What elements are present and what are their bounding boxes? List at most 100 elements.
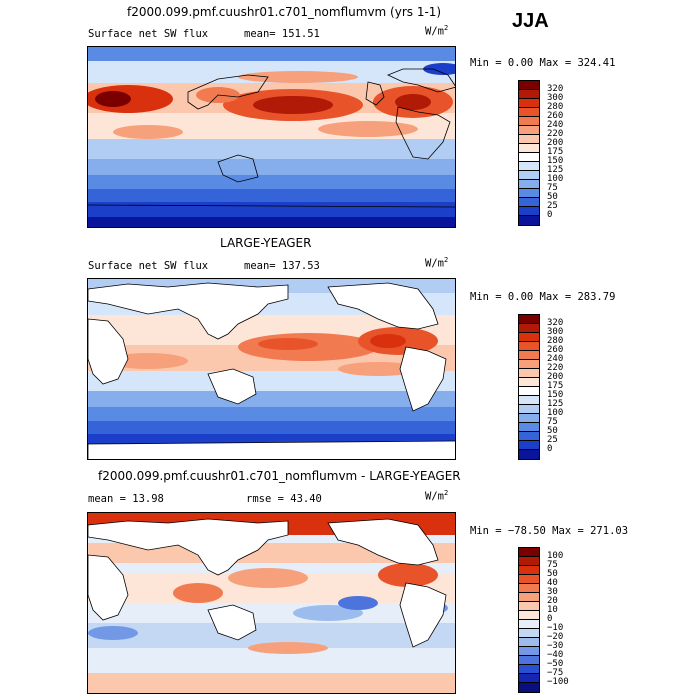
- panel3-map: [87, 512, 456, 694]
- panel3-colorbar-bin: [519, 566, 539, 575]
- panel1-colorbar-bin: [519, 81, 539, 90]
- panel3-colorbar-label: −10: [547, 623, 564, 633]
- panel1-colorbar-label: 280: [547, 102, 564, 112]
- panel3-colorbar-label: 50: [547, 569, 558, 579]
- panel2-colorbar-label: 260: [547, 345, 564, 355]
- panel1-colorbar-label: 0: [547, 210, 553, 220]
- panel2-colorbar-label: 320: [547, 318, 564, 328]
- panel3-colorbar-bin: [519, 602, 539, 611]
- panel3-colorbar-bin: [519, 557, 539, 566]
- panel1-field: [88, 47, 455, 227]
- panel2-colorbar-bin: [519, 342, 539, 351]
- panel1-minmax: Min = 0.00 Max = 324.41: [470, 57, 616, 69]
- panel2-map: [87, 278, 456, 460]
- panel3-colorbar-bin: [519, 665, 539, 674]
- panel1-colorbar-bin: [519, 117, 539, 126]
- panel2-colorbar-bin: [519, 441, 539, 450]
- panel3-title: f2000.099.pmf.cuushr01.c701_nomflumvm - …: [98, 469, 461, 483]
- panel3-colorbar-bin: [519, 674, 539, 683]
- panel1-colorbar-label: 125: [547, 165, 564, 175]
- panel1-colorbar-bin: [519, 126, 539, 135]
- panel1-colorbar-bin: [519, 108, 539, 117]
- panel1-colorbar-label: 150: [547, 156, 564, 166]
- panel1-colorbar-label: 220: [547, 129, 564, 139]
- panel3-colorbar-label: 100: [547, 551, 564, 561]
- panel1-map: [87, 46, 456, 228]
- panel2-minmax: Min = 0.00 Max = 283.79: [470, 291, 616, 303]
- panel3-colorbar-bin: [519, 620, 539, 629]
- panel3-colorbar-label: 75: [547, 560, 558, 570]
- panel2-variable: Surface net SW flux: [88, 260, 209, 272]
- panel2-colorbar-label: 100: [547, 408, 564, 418]
- panel1-colorbar-bin: [519, 207, 539, 216]
- panel2-title: LARGE-YEAGER: [220, 236, 312, 250]
- panel2-colorbar-label: 200: [547, 372, 564, 382]
- panel1-colorbar-bin: [519, 180, 539, 189]
- panel1-units: W/m2: [425, 24, 449, 38]
- panel1-colorbar-bin: [519, 144, 539, 153]
- panel3-colorbar-bin: [519, 629, 539, 638]
- panel1-colorbar-bin: [519, 216, 539, 225]
- panel3-colorbar-label: 30: [547, 587, 558, 597]
- panel3-colorbar-label: 20: [547, 596, 558, 606]
- panel1-colorbar-bin: [519, 135, 539, 144]
- panel3-colorbar-bin: [519, 584, 539, 593]
- panel2-colorbar-bin: [519, 378, 539, 387]
- panel2-colorbar-label: 150: [547, 390, 564, 400]
- panel2-units: W/m2: [425, 256, 449, 270]
- panel2-colorbar-label: 175: [547, 381, 564, 391]
- panel1-colorbar-label: 75: [547, 183, 558, 193]
- panel3-colorbar-label: 10: [547, 605, 558, 615]
- panel1-colorbar-bin: [519, 171, 539, 180]
- panel1-colorbar-label: 200: [547, 138, 564, 148]
- panel2-colorbar-bin: [519, 423, 539, 432]
- panel2-colorbar-bin: [519, 369, 539, 378]
- panel1-colorbar-label: 50: [547, 192, 558, 202]
- panel3-colorbar-label: −20: [547, 632, 564, 642]
- panel1-colorbar-bin: [519, 153, 539, 162]
- panel1-colorbar-label: 300: [547, 93, 564, 103]
- panel2-colorbar-label: 125: [547, 399, 564, 409]
- panel3-mean: mean = 13.98: [88, 493, 164, 505]
- panel1-colorbar-label: 100: [547, 174, 564, 184]
- panel2-colorbar-label: 280: [547, 336, 564, 346]
- panel2-colorbar-bin: [519, 414, 539, 423]
- panel1-colorbar-bin: [519, 189, 539, 198]
- panel2-colorbar-label: 50: [547, 426, 558, 436]
- panel2-colorbar-bin: [519, 315, 539, 324]
- panel3-colorbar-label: −100: [547, 677, 569, 687]
- panel2-colorbar-bin: [519, 351, 539, 360]
- panel3-colorbar-bin: [519, 638, 539, 647]
- panel1-title: f2000.099.pmf.cuushr01.c701_nomflumvm (y…: [127, 5, 442, 19]
- panel3-colorbar-bin: [519, 647, 539, 656]
- panel1-colorbar-label: 320: [547, 84, 564, 94]
- panel1-colorbar-bin: [519, 162, 539, 171]
- panel2-colorbar-label: 220: [547, 363, 564, 373]
- panel3-colorbar-bin: [519, 575, 539, 584]
- panel2-colorbar-label: 240: [547, 354, 564, 364]
- panel1-variable: Surface net SW flux: [88, 28, 209, 40]
- panel2-colorbar-label: 75: [547, 417, 558, 427]
- panel2-colorbar-label: 300: [547, 327, 564, 337]
- panel3-colorbar: [518, 547, 540, 693]
- panel1-colorbar-label: 25: [547, 201, 558, 211]
- panel3-colorbar-label: 0: [547, 614, 553, 624]
- panel3-colorbar-label: −40: [547, 650, 564, 660]
- panel2-colorbar-bin: [519, 333, 539, 342]
- panel1-mean: mean= 151.51: [244, 28, 320, 40]
- panel3-colorbar-bin: [519, 683, 539, 692]
- panel2-colorbar-bin: [519, 450, 539, 459]
- panel3-minmax: Min = −78.50 Max = 271.03: [470, 525, 629, 537]
- panel2-field: [88, 279, 455, 459]
- panel2-colorbar-bin: [519, 360, 539, 369]
- panel2-colorbar-label: 25: [547, 435, 558, 445]
- panel3-colorbar-label: −30: [547, 641, 564, 651]
- panel1-colorbar-bin: [519, 99, 539, 108]
- panel1-colorbar-label: 260: [547, 111, 564, 121]
- panel2-colorbar-bin: [519, 405, 539, 414]
- panel3-rmse: rmse = 43.40: [246, 493, 322, 505]
- panel3-colorbar-bin: [519, 593, 539, 602]
- panel1-colorbar-label: 240: [547, 120, 564, 130]
- panel2-colorbar-label: 0: [547, 444, 553, 454]
- panel1-colorbar-label: 175: [547, 147, 564, 157]
